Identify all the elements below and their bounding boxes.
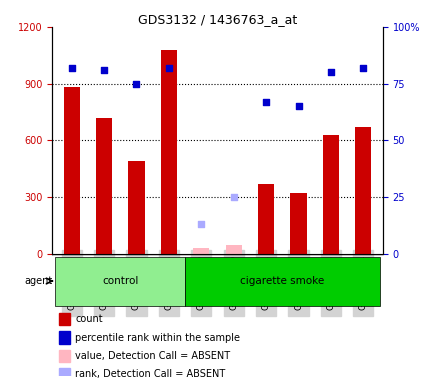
- Point: [68, 65, 75, 71]
- Bar: [96, 118, 112, 254]
- Point: [165, 65, 172, 71]
- Point: [230, 194, 237, 200]
- Bar: [161, 50, 177, 254]
- Text: control: control: [102, 276, 138, 286]
- Point: [294, 103, 301, 109]
- Bar: [63, 88, 79, 254]
- Bar: [59, 350, 70, 362]
- Text: rank, Detection Call = ABSENT: rank, Detection Call = ABSENT: [75, 369, 225, 379]
- Bar: [193, 248, 209, 254]
- Point: [262, 99, 269, 105]
- Bar: [257, 184, 273, 254]
- Text: count: count: [75, 314, 103, 324]
- Title: GDS3132 / 1436763_a_at: GDS3132 / 1436763_a_at: [138, 13, 296, 26]
- FancyBboxPatch shape: [184, 257, 379, 306]
- Bar: [59, 368, 70, 381]
- Bar: [59, 331, 70, 344]
- Bar: [225, 245, 241, 254]
- Bar: [59, 313, 70, 325]
- FancyBboxPatch shape: [55, 257, 184, 306]
- Point: [359, 65, 366, 71]
- Text: value, Detection Call = ABSENT: value, Detection Call = ABSENT: [75, 351, 230, 361]
- Bar: [128, 161, 144, 254]
- Point: [197, 221, 204, 227]
- Point: [133, 81, 140, 87]
- Bar: [355, 127, 371, 254]
- Point: [327, 69, 334, 75]
- Text: percentile rank within the sample: percentile rank within the sample: [75, 333, 240, 343]
- Text: cigarette smoke: cigarette smoke: [240, 276, 324, 286]
- Bar: [322, 135, 338, 254]
- Text: agent: agent: [25, 276, 53, 286]
- Bar: [290, 193, 306, 254]
- Point: [100, 67, 107, 73]
